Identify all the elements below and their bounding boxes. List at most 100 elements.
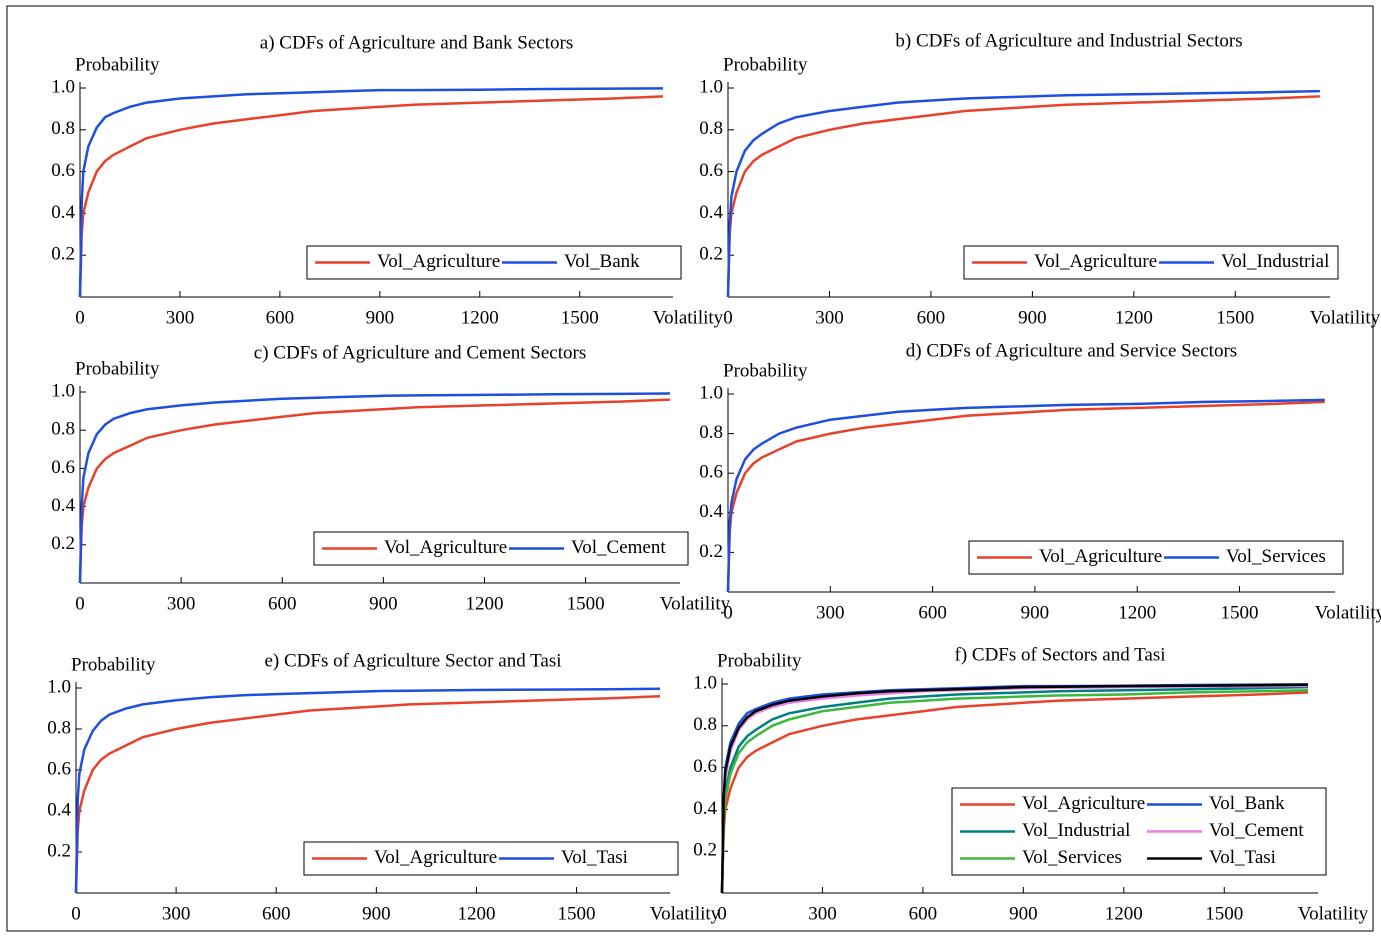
y-tick-label: 1.0: [699, 382, 723, 403]
y-tick-label: 1.0: [47, 676, 71, 697]
x-tick-label: 0: [75, 593, 85, 614]
y-tick-label: 0.6: [693, 756, 717, 777]
legend-label: Vol_Agriculture: [377, 251, 500, 272]
x-tick-label: 600: [268, 593, 297, 614]
y-tick-label: 0.6: [699, 160, 723, 181]
legend-label: Vol_Agriculture: [374, 847, 497, 868]
chart-title: a) CDFs of Agriculture and Bank Sectors: [260, 32, 573, 53]
legend-label: Vol_Agriculture: [1022, 793, 1145, 814]
legend-label: Vol_Agriculture: [1039, 546, 1162, 567]
x-tick-label: 300: [815, 307, 844, 328]
x-axis-label: Volatility: [1298, 903, 1369, 924]
x-tick-label: 1500: [1221, 602, 1259, 623]
y-tick-label: 0.6: [51, 457, 75, 478]
cdf-line: [726, 398, 1325, 593]
y-tick-label: 0.8: [699, 118, 723, 139]
legend-label: Vol_Tasi: [1209, 847, 1276, 868]
x-tick-label: 900: [369, 593, 398, 614]
x-tick-label: 1500: [1216, 307, 1254, 328]
cdf-line: [74, 687, 661, 894]
x-tick-label: 300: [816, 602, 845, 623]
y-tick-label: 0.2: [699, 541, 723, 562]
x-axis-label: Volatility: [1310, 307, 1381, 328]
y-tick-label: 0.6: [47, 758, 71, 779]
y-tick-label: 0.4: [47, 799, 71, 820]
figure-border: [6, 5, 1374, 932]
y-tick-label: 0.8: [47, 717, 71, 738]
cdf-line: [720, 683, 1309, 894]
x-tick-label: 600: [266, 307, 295, 328]
y-tick-label: 0.2: [51, 244, 75, 265]
chart-title: b) CDFs of Agriculture and Industrial Se…: [895, 30, 1242, 51]
legend-label: Vol_Tasi: [561, 847, 628, 868]
x-axis-label: Volatility: [1315, 602, 1381, 623]
y-tick-label: 0.4: [693, 798, 717, 819]
cdf-line: [726, 400, 1325, 593]
cdf-line: [78, 87, 664, 298]
x-tick-label: 900: [362, 903, 391, 924]
y-tick-label: 0.2: [699, 244, 723, 265]
cdf-line: [726, 95, 1320, 298]
y-tick-label: 0.8: [693, 714, 717, 735]
legend-label: Vol_Industrial: [1221, 251, 1329, 272]
chart-title: e) CDFs of Agriculture Sector and Tasi: [265, 650, 562, 671]
x-axis-label: Volatility: [660, 593, 731, 614]
y-tick-label: 0.4: [699, 202, 723, 223]
x-axis-label: Volatility: [650, 903, 721, 924]
x-tick-label: 0: [717, 903, 727, 924]
legend-label: Vol_Cement: [1209, 820, 1304, 841]
x-tick-label: 900: [1009, 903, 1038, 924]
legend-label: Vol_Bank: [1209, 793, 1285, 814]
y-tick-label: 0.8: [51, 419, 75, 440]
legend-label: Vol_Industrial: [1022, 820, 1130, 841]
x-tick-label: 1200: [457, 903, 495, 924]
x-tick-label: 1500: [561, 307, 599, 328]
y-tick-label: 1.0: [51, 76, 75, 97]
y-tick-label: 0.2: [693, 840, 717, 861]
chart-title: d) CDFs of Agriculture and Service Secto…: [906, 340, 1237, 361]
y-axis-label: Probability: [723, 360, 808, 381]
x-tick-label: 1200: [461, 307, 499, 328]
cdf-line: [720, 685, 1309, 894]
legend-label: Vol_Services: [1022, 847, 1122, 868]
y-axis-label: Probability: [717, 650, 802, 671]
y-tick-label: 1.0: [699, 76, 723, 97]
x-tick-label: 0: [723, 602, 733, 623]
cdf-line: [74, 694, 661, 894]
y-tick-label: 0.4: [699, 501, 723, 522]
x-tick-label: 1200: [1115, 307, 1153, 328]
legend-label: Vol_Bank: [564, 251, 640, 272]
y-tick-label: 0.6: [699, 462, 723, 483]
y-tick-label: 1.0: [51, 380, 75, 401]
x-tick-label: 300: [167, 593, 196, 614]
y-tick-label: 0.4: [51, 202, 75, 223]
x-tick-label: 1500: [558, 903, 596, 924]
x-tick-label: 600: [262, 903, 291, 924]
y-tick-label: 1.0: [693, 672, 717, 693]
x-tick-label: 900: [1021, 602, 1050, 623]
y-axis-label: Probability: [71, 654, 156, 675]
y-tick-label: 0.4: [51, 495, 75, 516]
x-tick-label: 1500: [567, 593, 605, 614]
x-tick-label: 1200: [1105, 903, 1143, 924]
x-axis-label: Volatility: [653, 307, 724, 328]
x-tick-label: 300: [166, 307, 195, 328]
x-tick-label: 900: [1018, 307, 1047, 328]
y-tick-label: 0.8: [699, 422, 723, 443]
cdf-line: [726, 89, 1320, 298]
cdf-line: [720, 691, 1309, 894]
x-tick-label: 300: [808, 903, 837, 924]
y-axis-label: Probability: [723, 54, 808, 75]
legend-label: Vol_Services: [1226, 546, 1326, 567]
chart-title: f) CDFs of Sectors and Tasi: [955, 644, 1166, 665]
legend-label: Vol_Agriculture: [1034, 251, 1157, 272]
x-tick-label: 0: [71, 903, 81, 924]
x-tick-label: 1500: [1205, 903, 1243, 924]
x-tick-label: 0: [75, 307, 85, 328]
y-tick-label: 0.6: [51, 160, 75, 181]
y-tick-label: 0.2: [47, 840, 71, 861]
cdf-line: [78, 95, 664, 298]
chart-title: c) CDFs of Agriculture and Cement Sector…: [254, 342, 586, 363]
y-axis-label: Probability: [75, 358, 160, 379]
